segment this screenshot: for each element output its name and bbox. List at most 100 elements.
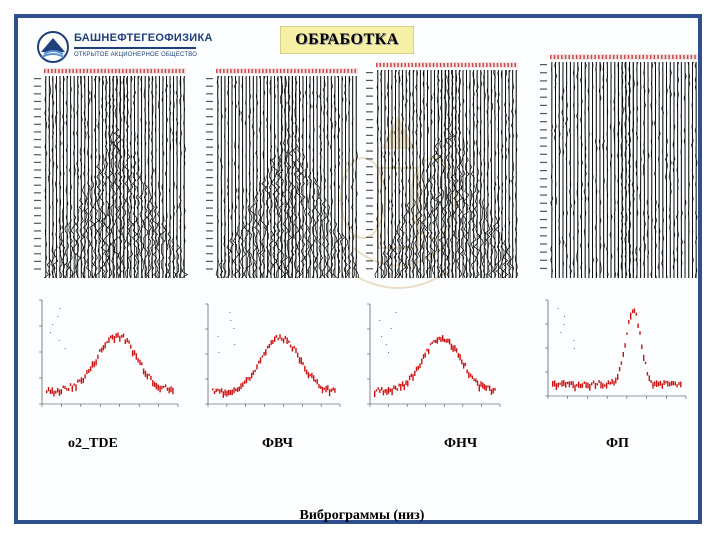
spectrum-bar: [233, 387, 235, 394]
spectrum-bar: [53, 390, 55, 397]
time-tick: [206, 222, 213, 224]
header-tick: [471, 63, 474, 67]
spectrum-bar: [643, 354, 645, 362]
spectrum-bar: [407, 380, 409, 387]
spectrum-bar: [400, 383, 402, 391]
trace-wiggle: [249, 76, 258, 279]
trace-wiggle: [478, 69, 484, 279]
trace-wiggle: [332, 76, 339, 279]
spectrum-bar: [277, 337, 279, 341]
spectrum-bar: [377, 387, 379, 390]
spectrum-bar: [327, 385, 329, 391]
trace-wiggle: [470, 69, 477, 279]
spectrum-dot: [563, 324, 565, 325]
trace-wiggle: [268, 75, 274, 279]
spectrum-bar: [86, 370, 88, 375]
spectrum-bar: [631, 309, 634, 314]
trace-wiggle: [67, 76, 73, 279]
trace-wiggle: [449, 70, 456, 278]
trace-wiggle: [481, 70, 487, 279]
spectrum-bar: [410, 373, 412, 377]
spectrum-bar: [475, 378, 477, 383]
header-tick: [661, 55, 663, 59]
trace-wiggle: [687, 61, 691, 278]
spectrum-bar: [431, 341, 433, 344]
spectrum-bar: [242, 382, 244, 387]
trace-wiggle: [492, 69, 498, 279]
header-tick: [422, 63, 424, 67]
trace-wiggle: [558, 61, 561, 278]
spectrum-bar: [330, 388, 333, 392]
spectrum-bar: [215, 388, 217, 393]
spectrum-bar: [282, 338, 285, 344]
header-tick: [287, 69, 289, 73]
time-tick: [366, 72, 373, 74]
trace-wiggle: [336, 75, 342, 279]
trace-wiggle: [606, 61, 609, 279]
spectrum-bar: [93, 361, 95, 368]
header-tick: [482, 63, 484, 67]
time-tick: [206, 146, 213, 148]
trace-wiggle: [50, 75, 56, 279]
header-tick: [579, 55, 582, 59]
trace-wiggle: [52, 76, 59, 279]
header-tick: [657, 55, 659, 59]
spectrum-dot: [557, 308, 559, 309]
trace-wiggle: [442, 69, 450, 279]
spectrum-bar: [552, 381, 554, 387]
time-tick: [34, 161, 41, 163]
trace-wiggle: [117, 75, 123, 279]
spectrum-bar: [119, 335, 121, 342]
header-tick: [315, 69, 317, 73]
trace-wiggle: [403, 70, 409, 279]
spectrum-bar: [574, 384, 576, 392]
header-tick: [143, 69, 145, 73]
trace-wiggle: [46, 76, 52, 279]
spectrum-bar: [596, 383, 598, 386]
time-tick: [540, 186, 547, 188]
spectrum-bar: [592, 380, 595, 384]
spectrum-bar: [275, 334, 278, 338]
header-tick: [164, 69, 167, 73]
trace-wiggle: [156, 76, 161, 279]
time-tick: [540, 64, 547, 66]
spectrum-bar: [263, 352, 265, 356]
spectrum-dot: [217, 336, 219, 337]
logo-divider: [74, 47, 196, 49]
header-tick: [61, 69, 64, 73]
spectrum-bar: [161, 385, 163, 390]
time-tick: [34, 215, 41, 217]
header-tick: [311, 69, 314, 73]
time-tick: [366, 244, 373, 246]
spectrum-bar: [566, 381, 569, 385]
spectrum-bar: [602, 383, 604, 389]
trace-wiggle: [374, 70, 380, 279]
spectrum-bar: [55, 390, 57, 394]
trace-wiggle: [181, 75, 189, 279]
spectrum-panel-3: [367, 303, 501, 407]
spectrum-bar: [618, 366, 621, 372]
time-tick: [540, 96, 547, 98]
spectrum-bar: [630, 312, 632, 320]
trace-wiggle: [254, 76, 260, 279]
spectrum-dot: [390, 328, 392, 329]
header-tick: [461, 63, 463, 67]
spectrum-bar: [646, 372, 649, 376]
spectrum-bar: [168, 387, 170, 394]
header-tick: [496, 63, 499, 67]
time-tick: [540, 129, 547, 131]
header-tick: [340, 69, 342, 73]
spectrum-bar: [323, 387, 325, 390]
header-tick: [590, 55, 593, 59]
time-tick: [366, 213, 373, 215]
trace-wiggle: [434, 69, 442, 279]
spectrum-bar: [238, 386, 240, 392]
spectrum-bar: [60, 389, 62, 395]
trace-wiggle: [310, 75, 317, 279]
spectrum-dot: [233, 328, 235, 329]
spectrum-bar: [111, 334, 114, 340]
spectrum-bar: [122, 333, 125, 338]
time-tick: [366, 197, 373, 199]
spectrum-bar: [665, 380, 667, 384]
spectrum-bar: [613, 380, 615, 386]
